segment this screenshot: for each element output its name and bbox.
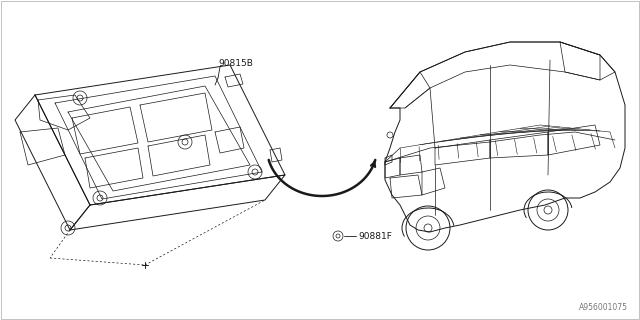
Text: 90881F: 90881F [358, 231, 392, 241]
Text: A956001075: A956001075 [579, 303, 628, 312]
Text: 90815B: 90815B [218, 59, 253, 68]
